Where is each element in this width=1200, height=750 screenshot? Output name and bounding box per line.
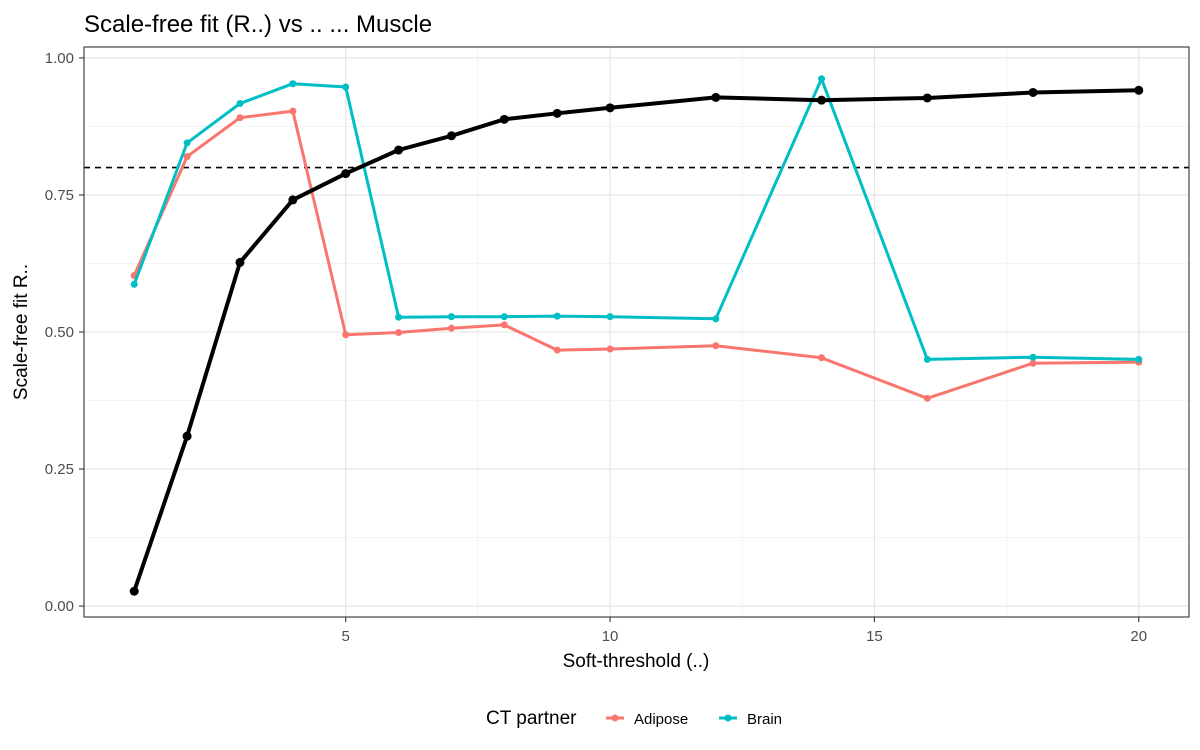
y-tick-label: 0.75	[45, 187, 74, 204]
series-base-line	[132, 88, 1141, 594]
grid	[84, 47, 1189, 617]
series-brain-point	[1029, 353, 1037, 361]
series-adipose-point	[289, 107, 297, 115]
series-base-point	[394, 145, 404, 155]
x-tick-label: 20	[1130, 628, 1147, 645]
series-brain-point	[606, 313, 614, 321]
series-base-point	[552, 108, 562, 118]
legend-title: CT partner	[486, 708, 577, 729]
series-adipose-point	[342, 331, 350, 339]
series-adipose-point	[923, 394, 931, 402]
series-base-point	[499, 114, 509, 124]
series-adipose-point	[447, 324, 455, 332]
series-adipose-point	[553, 346, 561, 354]
series-adipose-point	[395, 329, 403, 337]
x-axis-title: Soft-threshold (..)	[563, 651, 710, 672]
series-brain-point	[447, 313, 455, 321]
series-adipose-point	[712, 342, 720, 350]
series-adipose-point	[183, 153, 191, 161]
series-adipose-point	[606, 345, 614, 353]
series-brain-point	[818, 75, 826, 83]
series-brain-line	[132, 77, 1141, 361]
legend-key-point-brain	[724, 714, 732, 722]
series-base-point	[922, 93, 932, 103]
series-adipose-point	[818, 354, 826, 362]
series-brain-point	[395, 313, 403, 321]
series-base-point	[711, 92, 721, 102]
series-brain-point	[236, 99, 244, 107]
series-base-point	[605, 103, 615, 113]
series-brain-point	[1135, 355, 1143, 363]
series-base-point	[817, 95, 827, 105]
legend-key-point-adipose	[611, 714, 619, 722]
axis-ticks: 5 10 15 20 0.00 0.25 0.50 0.75 1.00	[45, 50, 1147, 645]
series-base-point	[288, 195, 298, 205]
series-brain-point	[342, 83, 350, 91]
legend-label-brain: Brain	[747, 711, 782, 728]
x-tick-label: 10	[602, 628, 619, 645]
series-brain-point	[923, 355, 931, 363]
series-base-point	[235, 257, 245, 267]
series-base-point	[129, 586, 139, 596]
y-tick-label: 0.00	[45, 598, 74, 615]
y-tick-label: 0.25	[45, 461, 74, 478]
series-brain-point	[130, 280, 138, 288]
series-adipose-point	[1029, 359, 1037, 367]
series-base-point	[1134, 85, 1144, 95]
series-brain-point	[712, 315, 720, 323]
series-adipose-point	[500, 321, 508, 329]
legend-label-adipose: Adipose	[634, 711, 688, 728]
x-tick-label: 15	[866, 628, 883, 645]
series-base-point	[1028, 87, 1038, 97]
series-adipose-point	[236, 114, 244, 122]
series-adipose-line	[132, 109, 1141, 400]
series-layer	[129, 75, 1144, 596]
series-brain-point	[289, 80, 297, 88]
series-base-point	[341, 169, 351, 179]
y-axis-title: Scale-free fit R..	[11, 264, 32, 400]
series-brain-point	[553, 312, 561, 320]
series-base-point	[182, 431, 192, 441]
y-tick-label: 1.00	[45, 50, 74, 67]
series-brain-point	[183, 139, 191, 147]
chart-title: Scale-free fit (R..) vs .. ... Muscle	[84, 11, 432, 38]
series-brain-point	[500, 313, 508, 321]
y-tick-label: 0.50	[45, 324, 74, 341]
series-base-point	[446, 131, 456, 141]
legend: CT partner Adipose Brain	[486, 708, 782, 729]
x-tick-label: 5	[342, 628, 350, 645]
